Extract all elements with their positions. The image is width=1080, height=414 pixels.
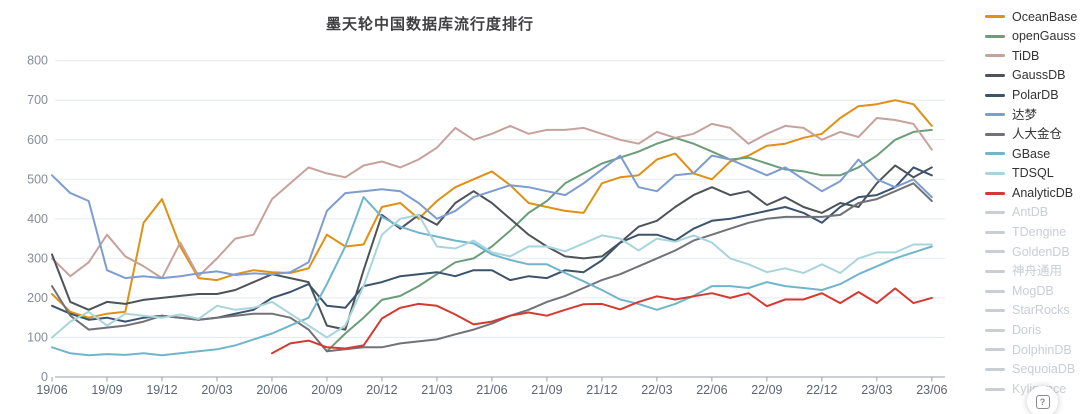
x-axis-label: 19/06 [36,383,67,397]
series-line-TiDB [51,117,933,280]
x-axis-label: 20/09 [311,383,342,397]
legend-item-人大金仓[interactable]: 人大金仓 [985,125,1080,145]
x-axis-label: 22/03 [641,383,672,397]
legend-item-TDSQL[interactable]: TDSQL [985,164,1080,184]
y-axis-label: 400 [27,212,48,226]
legend-label: GBase [1012,146,1051,161]
legend-swatch [985,34,1005,38]
x-axis-label: 23/03 [861,383,892,397]
x-axis-label: 22/12 [806,383,837,397]
chart-legend: OceanBase openGauss TiDB GaussDB PolarDB 达梦人大… [985,7,1080,399]
legend-swatch [985,230,1005,234]
x-axis-label: 22/09 [751,383,782,397]
x-axis-label: 21/09 [531,383,562,397]
legend-swatch [985,113,1005,117]
y-axis-label: 500 [27,172,48,186]
legend-label: MogDB [1012,283,1054,298]
legend-swatch [985,15,1005,19]
legend-swatch [985,250,1005,254]
chart-title: 墨天轮中国数据库流行度排行 [325,16,535,33]
legend-swatch [985,348,1005,352]
series-line-AnalyticDB [271,287,933,355]
legend-swatch [985,152,1005,156]
legend-swatch [985,191,1005,195]
legend-item-AnalyticDB[interactable]: AnalyticDB [985,183,1080,203]
x-axis-label: 23/06 [916,383,947,397]
legend-item-StarRocks[interactable]: StarRocks [985,301,1080,321]
legend-item-Doris[interactable]: Doris [985,321,1080,341]
legend-label: StarRocks [1012,303,1070,318]
legend-item-TiDB[interactable]: TiDB [985,46,1080,66]
legend-swatch [985,132,1005,136]
x-axis-label: 21/12 [586,383,617,397]
legend-item-神舟通用[interactable]: 神舟通用 [985,262,1080,282]
y-axis-label: 700 [27,93,48,107]
x-axis-label: 21/03 [421,383,452,397]
y-axis-label: 200 [27,291,48,305]
legend-swatch [985,172,1005,176]
x-axis-label: 22/06 [696,383,727,397]
y-axis-label: 600 [27,133,48,147]
legend-label: OceanBase [1012,9,1078,24]
legend-swatch [985,328,1005,332]
legend-item-SequoiaDB[interactable]: SequoiaDB [985,360,1080,380]
series-line-GBase [51,196,933,357]
legend-label: TiDB [1012,48,1040,63]
legend-label: PolarDB [1012,87,1059,102]
legend-swatch [985,309,1005,313]
x-axis-label: 19/12 [146,383,177,397]
legend-label: Doris [1012,323,1042,338]
line-chart-plot: 0 100 200 300 400 500 600 700 800 19/06 19/09 19/12… [27,54,947,397]
legend-swatch [985,54,1005,58]
legend-label: AnalyticDB [1012,185,1074,200]
legend-item-GoldenDB[interactable]: GoldenDB [985,242,1080,262]
y-axis-label: 100 [27,330,48,344]
legend-label: 达梦 [1012,107,1038,122]
x-axis-label: 21/06 [476,383,507,397]
legend-swatch [985,74,1005,78]
legend-label: GoldenDB [1012,244,1070,259]
help-button[interactable]: ? [1027,386,1058,414]
legend-item-AntDB[interactable]: AntDB [985,203,1080,223]
y-axis-label: 300 [27,251,48,265]
legend-item-DolphinDB[interactable]: DolphinDB [985,340,1080,360]
legend-label: DolphinDB [1012,342,1072,357]
legend-swatch [985,367,1005,371]
legend-label: AntDB [1012,205,1049,220]
legend-label: openGauss [1012,29,1076,44]
series-line-达梦 [51,154,933,280]
x-axis-label: 20/06 [256,383,287,397]
x-axis-label: 20/12 [366,383,397,397]
series-line-openGauss [325,128,933,353]
series-line-OceanBase [51,99,933,319]
legend-item-TDengine[interactable]: TDengine [985,223,1080,243]
legend-swatch [985,387,1005,391]
y-axis-label: 0 [41,370,48,384]
legend-label: 神舟通用 [1012,264,1063,279]
legend-item-PolarDB[interactable]: PolarDB [985,85,1080,105]
question-icon: ? [1035,394,1050,409]
series-line-人大金仓 [51,182,933,353]
legend-label: TDSQL [1012,166,1054,181]
series-line-TDSQL [51,213,933,339]
legend-label: GaussDB [1012,68,1066,83]
legend-item-GaussDB[interactable]: GaussDB [985,66,1080,86]
legend-swatch [985,93,1005,97]
legend-item-MogDB[interactable]: MogDB [985,281,1080,301]
legend-swatch [985,211,1005,215]
x-axis-label: 20/03 [201,383,232,397]
y-axis-label: 800 [27,54,48,68]
legend-swatch [985,270,1005,274]
series-line-GaussDB [51,164,933,331]
legend-label: TDengine [1012,225,1067,240]
legend-item-达梦[interactable]: 达梦 [985,105,1080,125]
x-axis-label: 19/09 [91,383,122,397]
legend-label: SequoiaDB [1012,362,1076,377]
legend-label: 人大金仓 [1012,127,1063,142]
legend-swatch [985,289,1005,293]
legend-item-OceanBase[interactable]: OceanBase [985,7,1080,27]
legend-item-GBase[interactable]: GBase [985,144,1080,164]
legend-item-openGauss[interactable]: openGauss [985,27,1080,47]
